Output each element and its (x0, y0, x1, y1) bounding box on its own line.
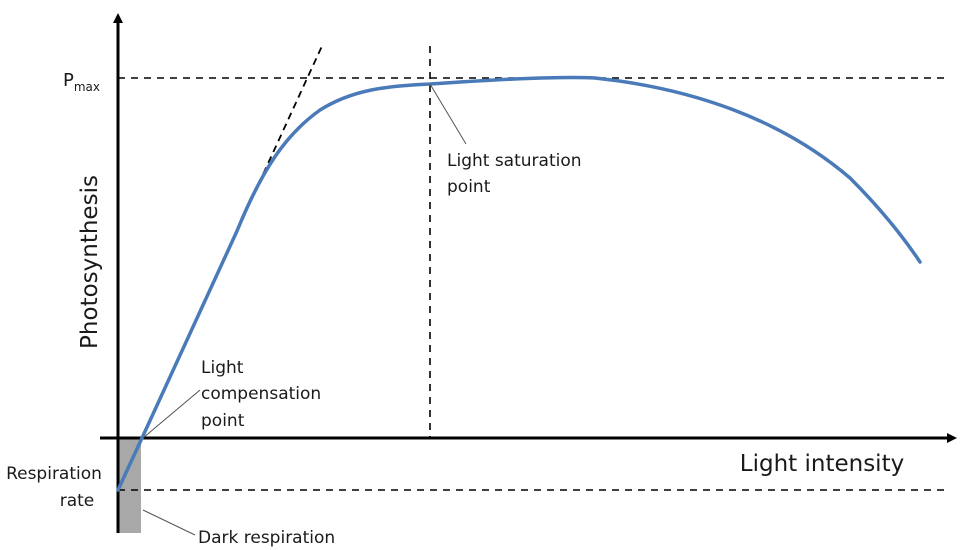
respiration-label-line2: rate (60, 491, 95, 511)
compensation-label-line2: compensation (201, 384, 321, 404)
dark-respiration-bar (119, 438, 141, 533)
respiration-label-line1: Respiration (6, 464, 102, 484)
y-axis-label: Photosynthesis (77, 175, 103, 349)
x-axis-label: Light intensity (740, 451, 904, 477)
pmax-subscript: max (74, 80, 100, 94)
saturation-label-line1: Light saturation (447, 151, 582, 171)
dark-respiration-label: Dark respiration (198, 528, 335, 548)
pmax-main: P (63, 70, 74, 91)
dark-respiration-leader-line (142, 509, 196, 536)
saturation-leader-line (429, 83, 467, 145)
compensation-label-line3: point (201, 411, 245, 431)
compensation-leader-line (142, 389, 201, 439)
saturation-label-line2: point (447, 177, 491, 197)
pmax-label: Pmax (63, 70, 100, 94)
compensation-label-line1: Light (201, 358, 244, 378)
light-response-curve (116, 75, 922, 492)
